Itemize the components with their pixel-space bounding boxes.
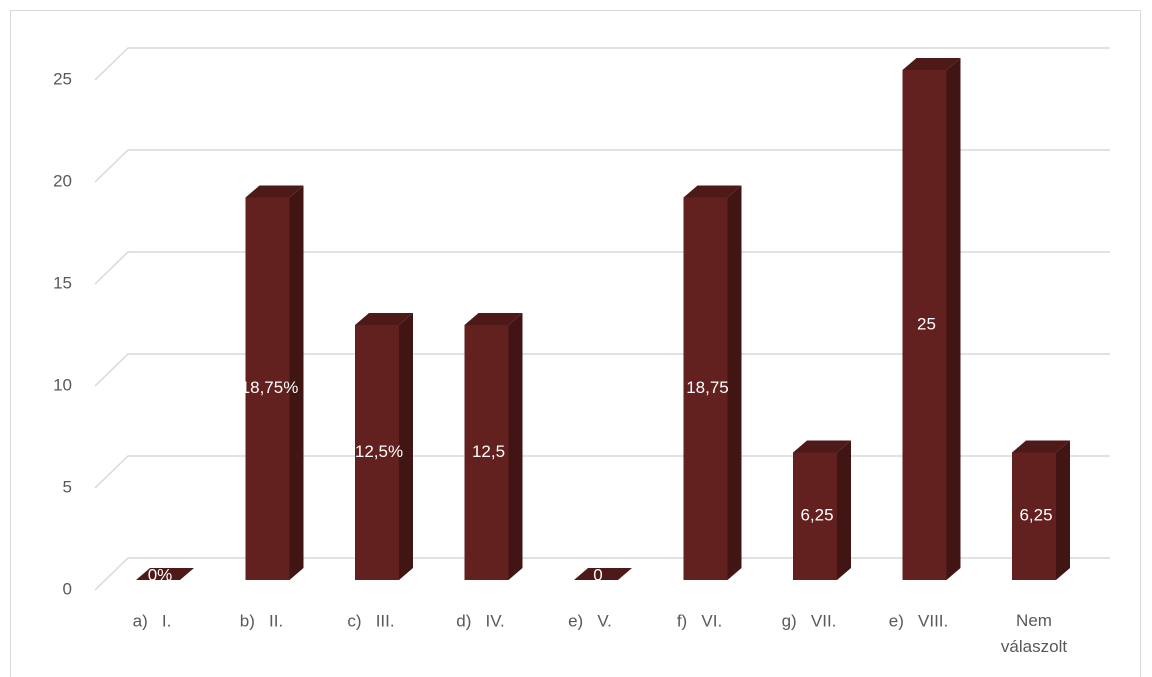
x-tick-label: g) VII. bbox=[782, 611, 837, 630]
y-tick-label: 5 bbox=[63, 477, 72, 496]
bar bbox=[793, 452, 837, 580]
value-label: 12,5 bbox=[472, 442, 505, 461]
value-label: 0 bbox=[593, 565, 602, 584]
x-tick-label: e) VIII. bbox=[889, 611, 949, 630]
bar-top bbox=[1012, 440, 1070, 453]
bar-side bbox=[508, 313, 523, 580]
x-tick-label: a) I. bbox=[133, 611, 172, 630]
x-tick-line: válaszolt bbox=[1001, 637, 1067, 656]
x-tick-label: c) III. bbox=[347, 611, 394, 630]
bar-top bbox=[136, 568, 194, 580]
value-label: 0% bbox=[148, 565, 173, 584]
value-label: 12,5% bbox=[355, 442, 403, 461]
x-tick-label: f) VI. bbox=[677, 611, 722, 630]
bar bbox=[683, 197, 728, 580]
value-label: 18,75% bbox=[241, 378, 299, 397]
bar-top bbox=[355, 313, 413, 325]
y-tick-label: 10 bbox=[53, 375, 72, 394]
x-tick-line: Nem bbox=[1016, 611, 1052, 630]
bar-side bbox=[727, 185, 742, 580]
bar bbox=[245, 197, 290, 580]
bar bbox=[464, 325, 509, 580]
bar-top bbox=[464, 313, 523, 325]
bar-side bbox=[946, 58, 961, 580]
value-label: 6,25 bbox=[800, 506, 833, 525]
grid-line bbox=[94, 149, 1110, 183]
bar bbox=[1012, 452, 1056, 580]
bar-side bbox=[289, 185, 304, 580]
y-tick-label: 15 bbox=[53, 273, 72, 292]
grid-line bbox=[94, 455, 1110, 489]
bar bbox=[902, 70, 947, 580]
bar-top bbox=[683, 185, 742, 198]
bar-top bbox=[245, 185, 304, 198]
value-label: 6,25 bbox=[1019, 506, 1052, 525]
bar-top bbox=[902, 58, 961, 70]
bar-side bbox=[399, 313, 413, 580]
x-tick-label: d) IV. bbox=[456, 611, 505, 630]
bar-side bbox=[837, 440, 851, 580]
bar-top bbox=[574, 568, 632, 580]
chart-frame bbox=[10, 10, 1141, 677]
y-tick-label: 0 bbox=[63, 579, 72, 598]
y-tick-label: 25 bbox=[53, 69, 72, 88]
grid-line bbox=[94, 353, 1110, 387]
bar bbox=[355, 325, 399, 580]
value-label: 18,75 bbox=[686, 378, 729, 397]
grid-line bbox=[94, 47, 1110, 81]
bar-side bbox=[1056, 440, 1070, 580]
bar-top bbox=[793, 440, 851, 453]
x-tick-label: e) V. bbox=[568, 611, 612, 630]
y-tick-label: 20 bbox=[53, 171, 72, 190]
x-tick-label: Nem válaszolt bbox=[1001, 611, 1067, 656]
grid-line bbox=[94, 251, 1110, 285]
x-tick-label: b) II. bbox=[240, 611, 283, 630]
grid-line bbox=[94, 557, 1110, 591]
value-label: 25 bbox=[917, 314, 936, 333]
